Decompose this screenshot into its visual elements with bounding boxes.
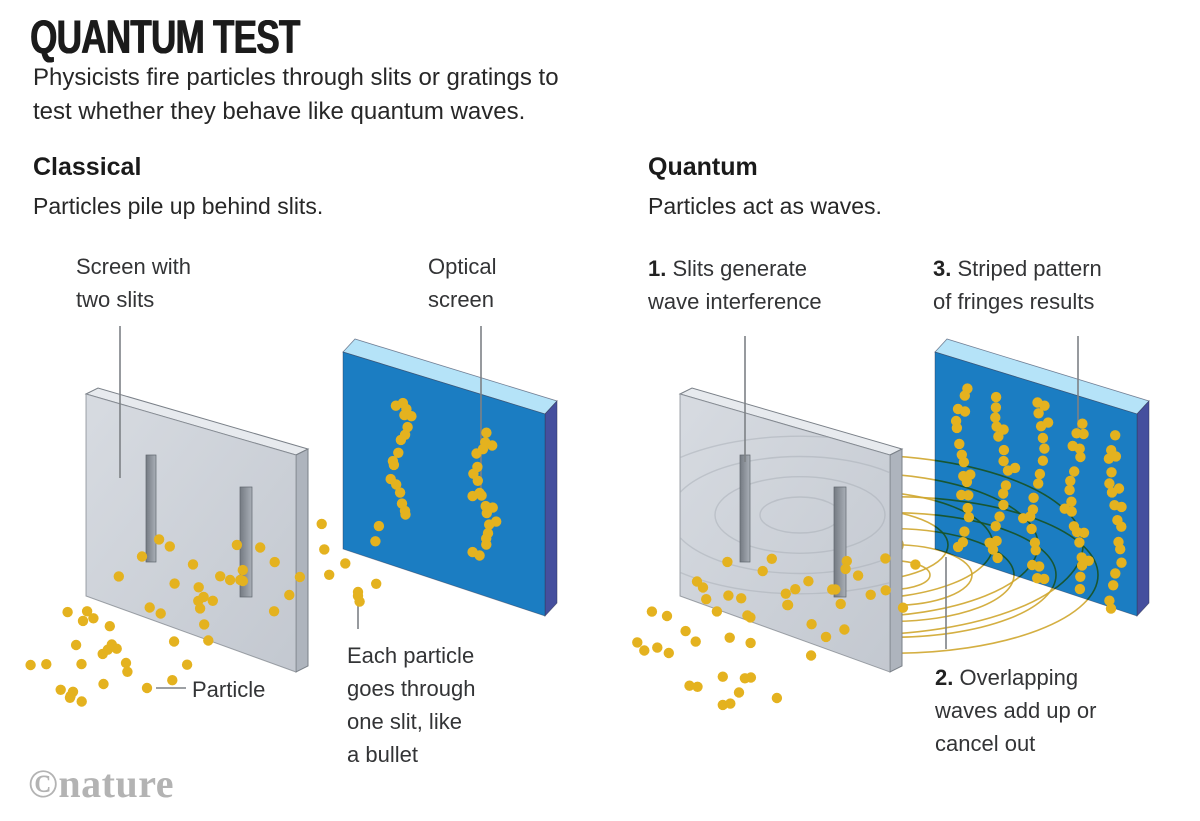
label-step2: 2. Overlapping waves add up or cancel ou… — [935, 661, 1096, 760]
nature-logo: ©nature — [28, 761, 174, 806]
classical-slit-screen — [84, 387, 310, 673]
label-line: 3. Striped pattern — [933, 256, 1102, 281]
label-line: one slit, like — [347, 709, 462, 734]
label-line: waves add up or — [935, 698, 1097, 723]
label-line: cancel out — [935, 731, 1036, 756]
step-number: 3. — [933, 256, 952, 281]
label-step1: 1. Slits generate wave interference — [648, 252, 822, 318]
label-line: two slits — [76, 287, 155, 312]
bullet-dot — [352, 586, 364, 598]
page-title: QUANTUM TEST — [30, 10, 300, 64]
label-line: Each particle — [347, 643, 475, 668]
slit — [739, 454, 751, 563]
label-bullet: Each particle goes through one slit, lik… — [347, 639, 475, 771]
label-line: wave interference — [648, 289, 822, 314]
label-line: a bullet — [347, 742, 418, 767]
subtitle-line-1: Physicists fire particles through slits … — [33, 64, 559, 91]
classical-caption: Particles pile up behind slits. — [33, 193, 324, 219]
label-line: 2. Overlapping — [935, 665, 1079, 690]
label-line: of fringes results — [933, 289, 1095, 314]
slit — [833, 486, 847, 598]
label-line: screen — [428, 287, 495, 312]
label-line: 1. Slits generate — [648, 256, 807, 281]
particle-dots — [25, 383, 1127, 711]
label-particle: Particle — [192, 677, 266, 702]
step-number: 1. — [648, 256, 667, 281]
particle-dot — [141, 682, 153, 694]
classical-optical-screen — [342, 338, 558, 618]
slit — [145, 454, 157, 563]
label-line: Screen with — [76, 254, 191, 279]
subtitle-line-2: test whether they behave like quantum wa… — [33, 98, 526, 125]
label-slit-screen: Screen with two slits — [76, 250, 191, 316]
quantum-heading: Quantum — [648, 153, 758, 181]
step-number: 2. — [935, 665, 954, 690]
quantum-caption: Particles act as waves. — [648, 193, 882, 219]
label-step3: 3. Striped pattern of fringes results — [933, 252, 1102, 318]
page-subtitle: Physicists fire particles through slits … — [33, 61, 559, 129]
label-optical-screen: Optical screen — [428, 250, 496, 316]
label-line: Optical — [428, 254, 497, 279]
classical-heading: Classical — [33, 153, 142, 181]
label-line: goes through — [347, 676, 476, 701]
